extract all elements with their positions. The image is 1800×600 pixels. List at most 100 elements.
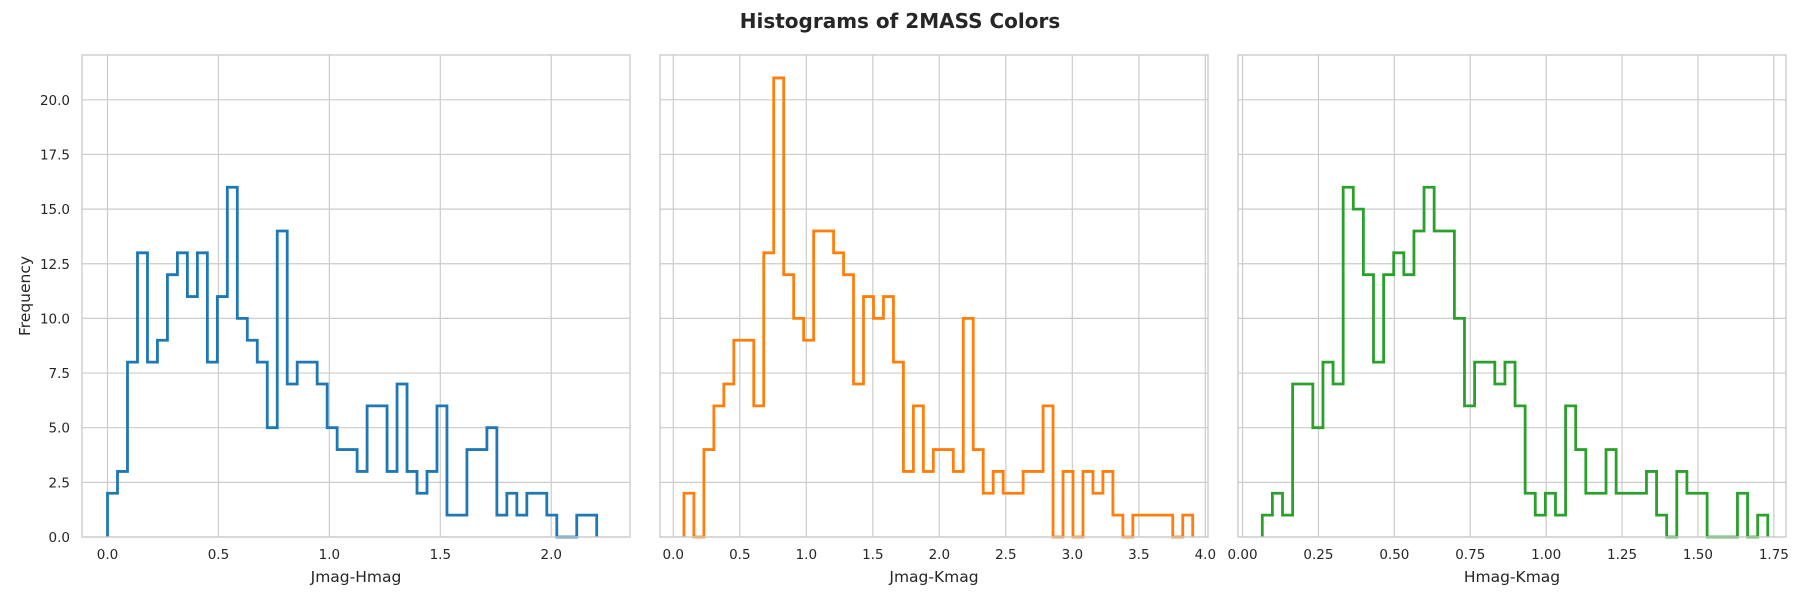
histogram-bin bbox=[297, 362, 307, 537]
histogram-bin bbox=[437, 406, 447, 537]
histogram-bin bbox=[527, 493, 537, 537]
histogram-bin bbox=[1404, 275, 1414, 537]
histogram-bin bbox=[1424, 187, 1434, 537]
histogram-bin bbox=[814, 231, 824, 537]
histogram-bin bbox=[367, 406, 377, 537]
histogram-bin bbox=[207, 362, 217, 537]
histogram-bin bbox=[1013, 493, 1023, 537]
histogram-bin bbox=[734, 340, 744, 537]
histogram-bin bbox=[1113, 515, 1123, 537]
histogram-bin bbox=[497, 515, 507, 537]
histogram-bin bbox=[1515, 406, 1525, 537]
x-tick-label: 1.25 bbox=[1607, 547, 1637, 563]
histogram-bin bbox=[397, 384, 407, 537]
histogram-bin bbox=[1636, 493, 1646, 537]
histogram-bin bbox=[1414, 231, 1424, 537]
histogram-bin bbox=[1495, 384, 1505, 537]
histogram-bin bbox=[1444, 231, 1454, 537]
histogram-bin bbox=[1262, 515, 1272, 537]
y-tick-label: 7.5 bbox=[49, 366, 70, 382]
histogram-bin bbox=[507, 493, 517, 537]
histogram-bin bbox=[1758, 515, 1768, 537]
histogram-bin bbox=[764, 253, 774, 537]
histogram-bin bbox=[157, 340, 167, 537]
histogram-bin bbox=[187, 297, 197, 537]
histogram-bin bbox=[267, 428, 277, 537]
histogram-bin bbox=[684, 493, 694, 537]
histogram-bin bbox=[1043, 406, 1053, 537]
histogram-bin bbox=[1626, 493, 1636, 537]
histogram-bin bbox=[883, 297, 893, 537]
histogram-bin bbox=[943, 450, 953, 537]
histogram-bin bbox=[864, 297, 874, 537]
x-tick-label: 1.50 bbox=[1683, 547, 1713, 563]
histogram-bin bbox=[277, 231, 287, 537]
x-tick-label: 1.5 bbox=[862, 547, 883, 563]
x-tick-label: 0.0 bbox=[663, 547, 684, 563]
y-tick-label: 15.0 bbox=[40, 202, 70, 218]
histogram-bin bbox=[1384, 275, 1394, 537]
x-tick-label: 1.00 bbox=[1531, 547, 1561, 563]
histogram-bin bbox=[1083, 471, 1093, 537]
histogram-bin bbox=[1606, 450, 1616, 537]
histogram-bin bbox=[487, 428, 497, 537]
y-tick-label: 17.5 bbox=[40, 147, 70, 163]
histogram-bin bbox=[1333, 384, 1343, 537]
histogram-bin bbox=[108, 493, 118, 537]
axes-frame bbox=[81, 54, 631, 538]
y-axis-label: Frequency bbox=[16, 256, 34, 336]
x-tick-label: 0.0 bbox=[97, 547, 118, 563]
histogram-bin bbox=[307, 362, 317, 537]
histogram-bin bbox=[517, 515, 527, 537]
plot-area bbox=[1238, 55, 1786, 537]
x-tick-label: 1.75 bbox=[1759, 547, 1789, 563]
x-tick-label: 0.00 bbox=[1228, 547, 1258, 563]
histogram-bin bbox=[1293, 384, 1303, 537]
histogram-bin bbox=[1434, 231, 1444, 537]
histogram-bin bbox=[1283, 515, 1293, 537]
x-tick-label: 0.5 bbox=[729, 547, 750, 563]
histogram-bin bbox=[327, 428, 337, 537]
axes-frame bbox=[1237, 54, 1787, 538]
histogram-bin bbox=[1023, 471, 1033, 537]
histogram-bin bbox=[873, 318, 883, 537]
histogram-bin bbox=[1003, 493, 1013, 537]
histogram-bin bbox=[167, 275, 177, 537]
histogram-panel-3: 0.00 0.25 0.50 0.75 1.00 1.25 1.50 1.75 Hmag-Kma… bbox=[1228, 54, 1789, 586]
histogram-bin bbox=[247, 340, 257, 537]
histogram-bin bbox=[704, 450, 714, 537]
histogram-bin bbox=[804, 340, 814, 537]
histogram-bin bbox=[1093, 493, 1103, 537]
histogram-bin bbox=[1677, 471, 1687, 537]
histogram-bin bbox=[1163, 515, 1173, 537]
histogram-bin bbox=[1697, 493, 1707, 537]
x-tick-label: 4.0 bbox=[1195, 547, 1216, 563]
histogram-bin bbox=[794, 318, 804, 537]
histogram-bin bbox=[337, 450, 347, 537]
x-tick-label: 0.25 bbox=[1303, 547, 1333, 563]
histogram-bin bbox=[1103, 471, 1113, 537]
histogram-bin bbox=[963, 318, 973, 537]
histogram-bin bbox=[467, 450, 477, 537]
x-tick-label: 2.0 bbox=[540, 547, 561, 563]
histogram-bin bbox=[1363, 275, 1373, 537]
histogram-bin bbox=[1505, 362, 1515, 537]
histogram-bin bbox=[117, 471, 127, 537]
histogram-bin bbox=[1143, 515, 1153, 537]
histogram-bin bbox=[1657, 515, 1667, 537]
histogram-bin bbox=[913, 406, 923, 537]
histogram-bin bbox=[1586, 493, 1596, 537]
histogram-bin bbox=[137, 253, 147, 537]
histogram-bin bbox=[834, 253, 844, 537]
histogram-bin bbox=[993, 471, 1003, 537]
histogram-bin bbox=[724, 384, 734, 537]
histogram-bin bbox=[217, 297, 227, 537]
histogram-bin bbox=[1646, 471, 1656, 537]
histogram-bin bbox=[1535, 515, 1545, 537]
histogram-bin bbox=[774, 78, 784, 537]
y-tick-label: 2.5 bbox=[49, 475, 70, 491]
histogram-step-line bbox=[106, 185, 599, 539]
x-tick-label: 3.0 bbox=[1062, 547, 1083, 563]
x-tick-label: 0.5 bbox=[208, 547, 229, 563]
